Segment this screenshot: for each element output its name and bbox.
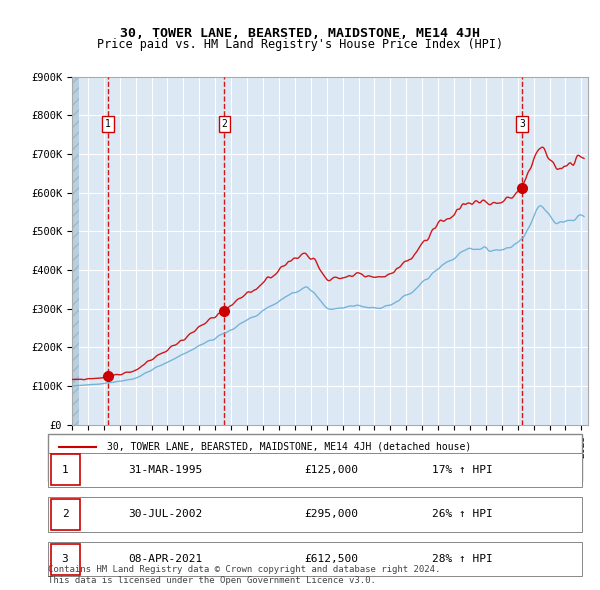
FancyBboxPatch shape [48, 497, 582, 532]
Text: HPI: Average price, detached house, Maidstone: HPI: Average price, detached house, Maid… [107, 463, 371, 473]
FancyBboxPatch shape [48, 434, 582, 481]
Text: £612,500: £612,500 [304, 555, 358, 564]
Text: 08-APR-2021: 08-APR-2021 [128, 555, 202, 564]
Text: 2: 2 [62, 510, 68, 519]
FancyBboxPatch shape [48, 453, 582, 487]
Text: 28% ↑ HPI: 28% ↑ HPI [433, 555, 493, 564]
Text: 17% ↑ HPI: 17% ↑ HPI [433, 465, 493, 474]
Text: Contains HM Land Registry data © Crown copyright and database right 2024.
This d: Contains HM Land Registry data © Crown c… [48, 565, 440, 585]
Text: 3: 3 [62, 555, 68, 564]
Text: 31-MAR-1995: 31-MAR-1995 [128, 465, 202, 474]
Text: 30, TOWER LANE, BEARSTED, MAIDSTONE, ME14 4JH (detached house): 30, TOWER LANE, BEARSTED, MAIDSTONE, ME1… [107, 442, 471, 452]
Text: £125,000: £125,000 [304, 465, 358, 474]
Text: Price paid vs. HM Land Registry's House Price Index (HPI): Price paid vs. HM Land Registry's House … [97, 38, 503, 51]
Text: 2: 2 [221, 119, 227, 129]
FancyBboxPatch shape [50, 454, 80, 485]
FancyBboxPatch shape [50, 499, 80, 530]
Text: 1: 1 [62, 465, 68, 474]
Text: 30-JUL-2002: 30-JUL-2002 [128, 510, 202, 519]
Text: 30, TOWER LANE, BEARSTED, MAIDSTONE, ME14 4JH: 30, TOWER LANE, BEARSTED, MAIDSTONE, ME1… [120, 27, 480, 40]
FancyBboxPatch shape [50, 544, 80, 575]
Text: £295,000: £295,000 [304, 510, 358, 519]
Bar [72, 77, 79, 425]
Text: 1: 1 [105, 119, 110, 129]
Text: 26% ↑ HPI: 26% ↑ HPI [433, 510, 493, 519]
Text: 3: 3 [519, 119, 525, 129]
FancyBboxPatch shape [48, 542, 582, 576]
